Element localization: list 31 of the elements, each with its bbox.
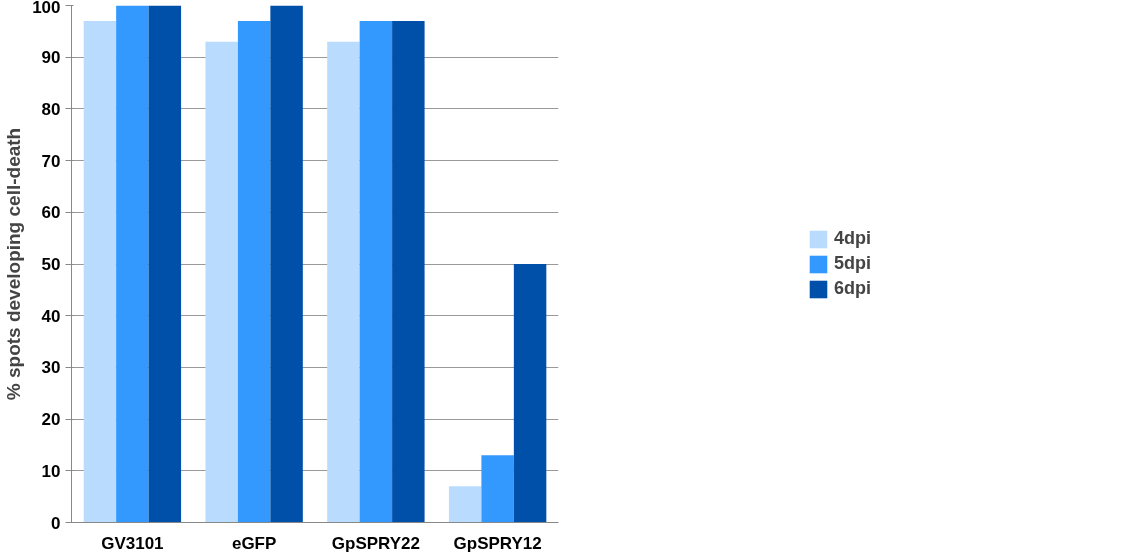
y-tick-label: 0 [51,513,61,533]
bar [270,5,303,523]
x-tick-label: eGFP [231,533,277,553]
bar [448,486,482,523]
bar [327,41,360,523]
y-tick-label: 80 [41,99,61,119]
y-tick-label: 100 [32,0,61,17]
legend-label: 6dpi [833,278,872,299]
y-tick-label: 30 [41,358,61,378]
y-tick-label: 70 [41,151,61,171]
bar [392,21,425,523]
x-tick-label: GpSPRY12 [453,533,542,553]
bar [205,41,238,523]
y-tick-label: 90 [41,48,61,68]
bar [481,455,514,523]
y-tick-label: 50 [41,255,61,274]
bar [237,21,271,523]
bar [83,21,117,523]
y-tick-label: 40 [41,306,61,326]
y-tick-label: 20 [41,410,61,430]
legend-label: 4dpi [833,228,872,249]
x-tick-label: GV3101 [101,533,164,553]
y-axis-title: % spots developing cell-death [3,127,25,401]
bar [513,264,547,523]
x-tick-label: GpSPRY22 [331,533,420,553]
legend-label: 5dpi [833,253,872,274]
bar [148,5,182,523]
y-tick-label: 10 [41,461,61,481]
bar [359,21,393,523]
bar [116,5,149,523]
y-tick-label: 60 [41,203,61,223]
